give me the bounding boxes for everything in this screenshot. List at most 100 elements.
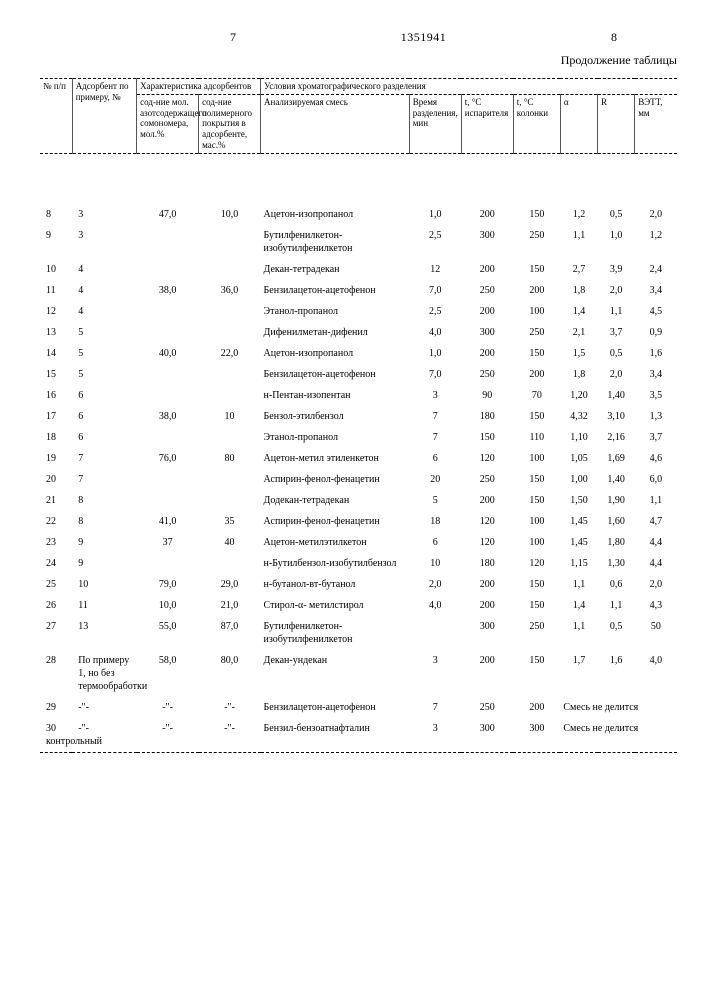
cell-time: 7 bbox=[409, 697, 461, 718]
cell-index: 10 bbox=[40, 259, 72, 280]
cell-char2 bbox=[199, 385, 261, 406]
cell-r: 0,5 bbox=[598, 343, 635, 364]
cell-tisp: 150 bbox=[461, 427, 513, 448]
cell-index: 27 bbox=[40, 616, 72, 650]
th-char2: сод-ние полимерного покрытия в адсорбент… bbox=[199, 94, 261, 153]
cell-vett: 4,0 bbox=[635, 650, 677, 697]
cell-tkol: 250 bbox=[513, 225, 560, 259]
cell-alpha: 1,45 bbox=[560, 511, 597, 532]
cell-char2: 87,0 bbox=[199, 616, 261, 650]
th-time: Время разделения, мин bbox=[409, 94, 461, 153]
cell-tisp: 120 bbox=[461, 532, 513, 553]
th-adsorbent: Адсорбент по примеру, № bbox=[72, 79, 136, 154]
cell-tisp: 250 bbox=[461, 469, 513, 490]
cell-tisp: 200 bbox=[461, 301, 513, 322]
cell-adsorbent: 9 bbox=[72, 532, 136, 553]
cell-mixture: Бензилацетон-ацетофенон bbox=[261, 280, 410, 301]
doc-number: 1351941 bbox=[401, 30, 447, 45]
cell-adsorbent: 5 bbox=[72, 364, 136, 385]
cell-r: 3,10 bbox=[598, 406, 635, 427]
th-cond-group: Условия хроматографического разделения bbox=[261, 79, 677, 95]
cell-adsorbent: -"- bbox=[72, 697, 136, 718]
cell-char2: 80 bbox=[199, 448, 261, 469]
cell-tisp: 200 bbox=[461, 343, 513, 364]
page-right: 8 bbox=[611, 30, 617, 45]
table-row: 218Додекан-тетрадекан52001501,501,901,1 bbox=[40, 490, 677, 511]
cell-index: 29 bbox=[40, 697, 72, 718]
cell-r: 3,9 bbox=[598, 259, 635, 280]
cell-adsorbent: 11 bbox=[72, 595, 136, 616]
cell-tisp: 250 bbox=[461, 364, 513, 385]
cell-index: 17 bbox=[40, 406, 72, 427]
cell-time: 3 bbox=[409, 718, 461, 753]
cell-alpha: 2,7 bbox=[560, 259, 597, 280]
cell-tkol: 150 bbox=[513, 574, 560, 595]
cell-time: 3 bbox=[409, 650, 461, 697]
cell-alpha: 1,2 bbox=[560, 204, 597, 225]
cell-char1 bbox=[137, 322, 199, 343]
cell-char1 bbox=[137, 385, 199, 406]
cell-alpha: 1,20 bbox=[560, 385, 597, 406]
cell-tisp: 180 bbox=[461, 553, 513, 574]
cell-r: 1,6 bbox=[598, 650, 635, 697]
cell-char2 bbox=[199, 301, 261, 322]
cell-adsorbent: 5 bbox=[72, 343, 136, 364]
cell-vett: 50 bbox=[635, 616, 677, 650]
cell-mixture: Бензол-этилбензол bbox=[261, 406, 410, 427]
data-table: № п/п Адсорбент по примеру, № Характерис… bbox=[40, 78, 677, 753]
cell-char2: 10,0 bbox=[199, 204, 261, 225]
cell-char2 bbox=[199, 427, 261, 448]
cell-vett: 1,3 bbox=[635, 406, 677, 427]
table-row: 249н-Бутилбензол-изобутилбензол101801201… bbox=[40, 553, 677, 574]
cell-tisp: 300 bbox=[461, 616, 513, 650]
cell-index: 25 bbox=[40, 574, 72, 595]
cell-adsorbent: 7 bbox=[72, 469, 136, 490]
cell-index: 19 bbox=[40, 448, 72, 469]
cell-mixture: н-бутанол-вт-бутанол bbox=[261, 574, 410, 595]
page-numbers: 7 1351941 8 bbox=[40, 30, 677, 45]
cell-alpha: 1,1 bbox=[560, 574, 597, 595]
cell-vett: 3,5 bbox=[635, 385, 677, 406]
cell-r: 1,1 bbox=[598, 595, 635, 616]
cell-vett: 4,3 bbox=[635, 595, 677, 616]
cell-index: 13 bbox=[40, 322, 72, 343]
cell-char1 bbox=[137, 301, 199, 322]
cell-tkol: 150 bbox=[513, 406, 560, 427]
cell-char1: 37 bbox=[137, 532, 199, 553]
cell-r: 1,40 bbox=[598, 469, 635, 490]
table-row: 30 контрольный-"--"--"-Бензил-бензоатнаф… bbox=[40, 718, 677, 753]
cell-tkol: 120 bbox=[513, 553, 560, 574]
cell-time: 18 bbox=[409, 511, 461, 532]
cell-r: 1,30 bbox=[598, 553, 635, 574]
cell-index: 28 bbox=[40, 650, 72, 697]
cell-char2: 40 bbox=[199, 532, 261, 553]
cell-alpha: 1,5 bbox=[560, 343, 597, 364]
cell-time: 7,0 bbox=[409, 364, 461, 385]
cell-time: 3 bbox=[409, 385, 461, 406]
cell-index: 18 bbox=[40, 427, 72, 448]
table-row: 8347,010,0Ацетон-изопропанол1,02001501,2… bbox=[40, 204, 677, 225]
cell-tisp: 90 bbox=[461, 385, 513, 406]
cell-char2 bbox=[199, 490, 261, 511]
cell-tkol: 150 bbox=[513, 650, 560, 697]
cell-merged-note: Смесь не делится bbox=[560, 718, 677, 753]
cell-mixture: Ацетон-метилэтилкетон bbox=[261, 532, 410, 553]
th-char-group: Характеристика адсорбентов bbox=[137, 79, 261, 95]
cell-vett: 4,7 bbox=[635, 511, 677, 532]
cell-vett: 3,4 bbox=[635, 364, 677, 385]
cell-index: 26 bbox=[40, 595, 72, 616]
th-tkol: t, °C колонки bbox=[513, 94, 560, 153]
cell-tisp: 200 bbox=[461, 574, 513, 595]
cell-time: 5 bbox=[409, 490, 461, 511]
cell-adsorbent: 4 bbox=[72, 259, 136, 280]
cell-mixture: Ацетон-изопропанол bbox=[261, 343, 410, 364]
cell-r: 1,1 bbox=[598, 301, 635, 322]
cell-alpha: 2,1 bbox=[560, 322, 597, 343]
cell-index: 12 bbox=[40, 301, 72, 322]
cell-tkol: 70 bbox=[513, 385, 560, 406]
cell-char1: 47,0 bbox=[137, 204, 199, 225]
cell-alpha: 1,10 bbox=[560, 427, 597, 448]
cell-adsorbent: 3 bbox=[72, 225, 136, 259]
cell-time: 4,0 bbox=[409, 322, 461, 343]
cell-char2 bbox=[199, 259, 261, 280]
